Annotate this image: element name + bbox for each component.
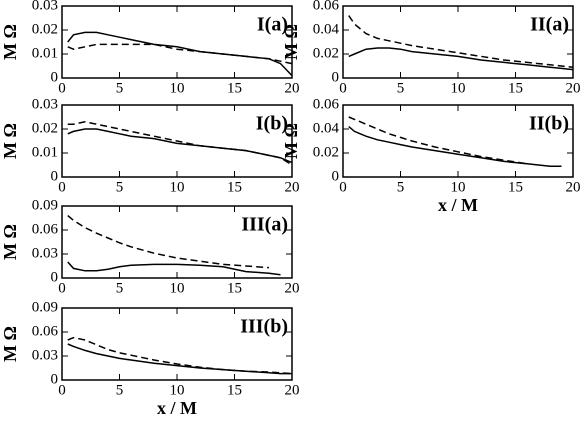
data-line xyxy=(67,128,293,164)
x-tick-label: 0 xyxy=(58,80,66,96)
data-line xyxy=(348,47,574,71)
x-tick-label: 15 xyxy=(227,382,242,398)
data-line xyxy=(67,343,292,375)
y-tick-label: 0.01 xyxy=(32,45,58,61)
x-tick-label: 10 xyxy=(170,80,185,96)
y-tick-label: 0.02 xyxy=(313,45,339,61)
y-tick-label: 0.02 xyxy=(32,21,58,37)
y-tick-label: 0.03 xyxy=(32,96,58,112)
data-line xyxy=(348,116,528,165)
x-tick-label: 0 xyxy=(58,280,66,296)
x-tick-label: 20 xyxy=(285,80,300,96)
x-tick-label: 20 xyxy=(285,280,300,296)
y-tick-label: 0.03 xyxy=(32,245,58,261)
x-tick-label: 10 xyxy=(451,179,466,195)
y-tick-label: 0.06 xyxy=(32,221,59,237)
y-axis-label: M Ω xyxy=(281,123,301,159)
y-tick-label: 0.04 xyxy=(313,21,340,37)
y-tick-label: 0.02 xyxy=(313,144,339,160)
y-tick-label: 0.09 xyxy=(32,197,58,213)
data-line xyxy=(67,215,270,269)
y-tick-label: 0 xyxy=(332,69,340,85)
panel-title: II(b) xyxy=(529,113,569,135)
x-tick-label: 20 xyxy=(285,382,300,398)
y-tick-label: 0.04 xyxy=(313,120,340,136)
y-tick-label: 0 xyxy=(51,168,59,184)
panel-title: III(b) xyxy=(240,316,288,338)
y-tick-label: 0.03 xyxy=(32,347,58,363)
y-tick-label: 0.09 xyxy=(32,299,58,315)
x-tick-label: 20 xyxy=(566,80,581,96)
x-tick-label: 5 xyxy=(397,179,405,195)
x-axis-label: x / M xyxy=(157,398,197,418)
y-tick-label: 0 xyxy=(332,168,340,184)
y-tick-label: 0.03 xyxy=(32,0,58,13)
panel-title: I(a) xyxy=(257,14,288,36)
y-tick-label: 0.06 xyxy=(32,323,59,339)
x-axis-label: x / M xyxy=(438,195,478,215)
y-tick-label: 0.01 xyxy=(32,144,58,160)
panel-title: II(a) xyxy=(530,14,569,36)
x-tick-label: 15 xyxy=(508,179,523,195)
y-axis-label: M Ω xyxy=(281,24,301,60)
x-tick-label: 15 xyxy=(227,179,242,195)
x-tick-label: 15 xyxy=(227,280,242,296)
x-tick-label: 10 xyxy=(451,80,466,96)
data-line xyxy=(67,261,281,276)
x-tick-label: 0 xyxy=(339,80,347,96)
y-axis-label: M Ω xyxy=(0,326,20,362)
y-tick-label: 0 xyxy=(51,269,59,285)
x-tick-label: 20 xyxy=(285,179,300,195)
x-tick-label: 10 xyxy=(170,382,185,398)
x-tick-label: 15 xyxy=(508,80,523,96)
x-tick-label: 15 xyxy=(227,80,242,96)
panel-title: I(b) xyxy=(256,113,288,135)
x-tick-label: 5 xyxy=(116,280,124,296)
x-tick-label: 20 xyxy=(566,179,581,195)
x-tick-label: 5 xyxy=(116,179,124,195)
data-line xyxy=(348,15,574,68)
x-tick-label: 5 xyxy=(116,382,124,398)
x-tick-label: 0 xyxy=(58,179,66,195)
data-line xyxy=(67,31,293,77)
x-tick-label: 5 xyxy=(397,80,405,96)
y-tick-label: 0 xyxy=(51,371,59,387)
x-tick-label: 5 xyxy=(116,80,124,96)
data-line xyxy=(67,336,293,375)
y-axis-label: M Ω xyxy=(0,123,20,159)
x-tick-label: 10 xyxy=(170,179,185,195)
x-tick-label: 0 xyxy=(339,179,347,195)
y-tick-label: 0.06 xyxy=(313,0,340,13)
x-tick-label: 0 xyxy=(58,382,66,398)
y-tick-label: 0 xyxy=(51,69,59,85)
y-axis-label: M Ω xyxy=(0,224,20,260)
x-tick-label: 10 xyxy=(170,280,185,296)
y-tick-label: 0.02 xyxy=(32,120,58,136)
y-tick-label: 0.06 xyxy=(313,96,340,112)
y-axis-label: M Ω xyxy=(0,24,20,60)
panel-title: III(a) xyxy=(241,214,288,236)
